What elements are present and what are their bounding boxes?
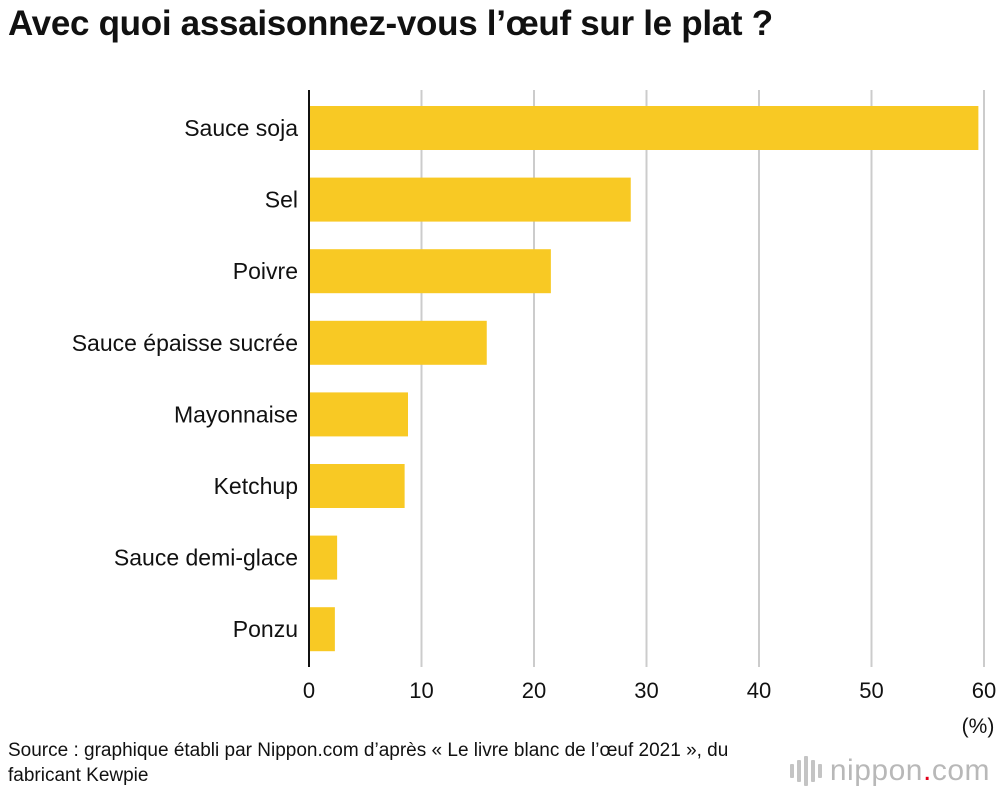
nippon-logo: nippon.com: [789, 754, 990, 788]
bar-chart: Sauce soja Sel Poivre Sauce épaisse sucrée M…: [72, 90, 996, 738]
category-label: Sauce demi-glace: [114, 545, 298, 571]
category-labels: Sauce soja Sel Poivre Sauce épaisse sucrée M…: [72, 115, 299, 642]
bar: [309, 464, 405, 508]
category-label: Sauce épaisse sucrée: [72, 330, 298, 356]
x-tick-label: 30: [634, 678, 658, 703]
category-label: Poivre: [233, 258, 298, 284]
x-tick-label: 0: [303, 678, 315, 703]
x-tick-label: 40: [747, 678, 771, 703]
category-label: Mayonnaise: [174, 401, 298, 427]
category-label: Sel: [265, 187, 298, 213]
logo-mark-icon: [789, 756, 822, 786]
chart-title: Avec quoi assaisonnez-vous l’œuf sur le …: [8, 4, 773, 43]
x-tick-label: 20: [522, 678, 546, 703]
category-label: Ketchup: [214, 473, 298, 499]
source-note: Source : graphique établi par Nippon.com…: [8, 740, 729, 786]
category-label: Sauce soja: [184, 115, 298, 141]
x-tick-label: 10: [409, 678, 433, 703]
bar: [309, 392, 408, 437]
x-tick-labels: 0 10 20 30 40 50 60: [303, 678, 996, 703]
logo-wordmark: nippon.com: [829, 754, 990, 787]
x-unit-label: (%): [962, 715, 995, 738]
x-tick-label: 50: [859, 678, 883, 703]
bar: [309, 607, 335, 652]
x-tick-label: 60: [972, 678, 996, 703]
bars: [309, 106, 979, 652]
grid-lines: [420, 90, 985, 667]
category-label: Ponzu: [233, 616, 298, 642]
bar: [309, 177, 631, 222]
bar: [309, 320, 487, 365]
bar: [309, 249, 551, 294]
bar: [309, 535, 338, 580]
bar: [309, 106, 979, 150]
